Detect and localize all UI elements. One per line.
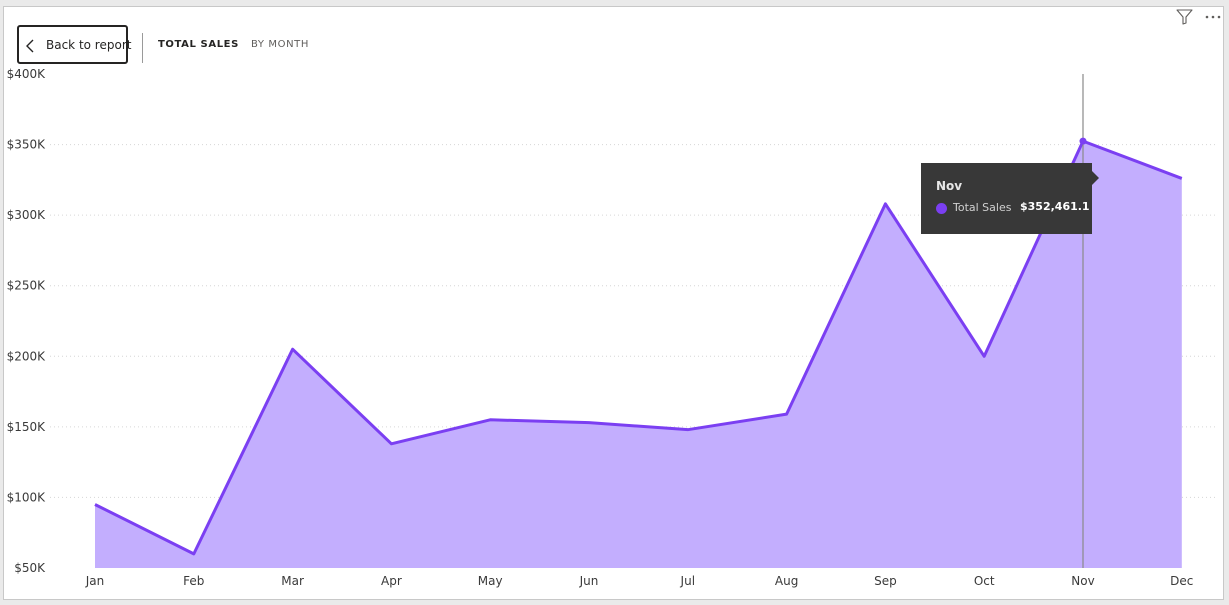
filter-icon[interactable] xyxy=(1176,9,1193,25)
y-tick-label: $350K xyxy=(7,138,47,152)
y-axis: $50K $100K $150K $200K $250K $300K $350K $400K xyxy=(7,67,47,575)
chevron-left-icon xyxy=(26,39,34,53)
x-tick-label: Dec xyxy=(1170,574,1193,588)
x-tick-label: Mar xyxy=(281,574,304,588)
x-tick-label: Jan xyxy=(85,574,105,588)
tooltip: Nov Total Sales $352,461.1 xyxy=(921,163,1099,234)
y-tick-label: $300K xyxy=(7,208,47,222)
tooltip-arrow xyxy=(1092,171,1099,185)
y-tick-label: $250K xyxy=(7,279,47,293)
x-tick-label: Nov xyxy=(1071,574,1094,588)
x-tick-label: Oct xyxy=(974,574,995,588)
series-line-total-sales[interactable] xyxy=(94,139,1183,556)
tooltip-title: Nov xyxy=(936,179,963,193)
x-tick-label: May xyxy=(478,574,503,588)
hover-data-point[interactable] xyxy=(1079,137,1087,145)
tooltip-series-name: Total Sales xyxy=(953,201,1012,214)
x-axis: Jan Feb Mar Apr May Jun Jul Aug Sep Oct Nov Dec xyxy=(85,574,1194,588)
x-tick-label: Jul xyxy=(680,574,695,588)
y-tick-label: $400K xyxy=(7,67,47,81)
x-tick-label: Feb xyxy=(183,574,204,588)
y-tick-label: $50K xyxy=(14,561,46,575)
series-area-total-sales[interactable] xyxy=(95,141,1182,568)
y-tick-label: $100K xyxy=(7,490,47,504)
tooltip-series-dot xyxy=(936,203,947,214)
x-tick-label: Jun xyxy=(579,574,599,588)
x-tick-label: Sep xyxy=(874,574,897,588)
plot-area[interactable] xyxy=(94,74,1183,568)
x-tick-label: Apr xyxy=(381,574,402,588)
y-tick-label: $150K xyxy=(7,420,47,434)
back-to-report-label: Back to report xyxy=(46,38,132,52)
back-to-report-button[interactable]: Back to report xyxy=(17,25,132,64)
breadcrumb-by-month: BY MONTH xyxy=(251,39,310,50)
more-options-icon[interactable] xyxy=(1204,9,1222,25)
header-divider xyxy=(142,33,143,63)
breadcrumb-total-sales: TOTAL SALES xyxy=(158,39,239,50)
x-tick-label: Aug xyxy=(775,574,798,588)
tooltip-value: $352,461.1 xyxy=(1020,200,1090,213)
y-tick-label: $200K xyxy=(7,349,47,363)
